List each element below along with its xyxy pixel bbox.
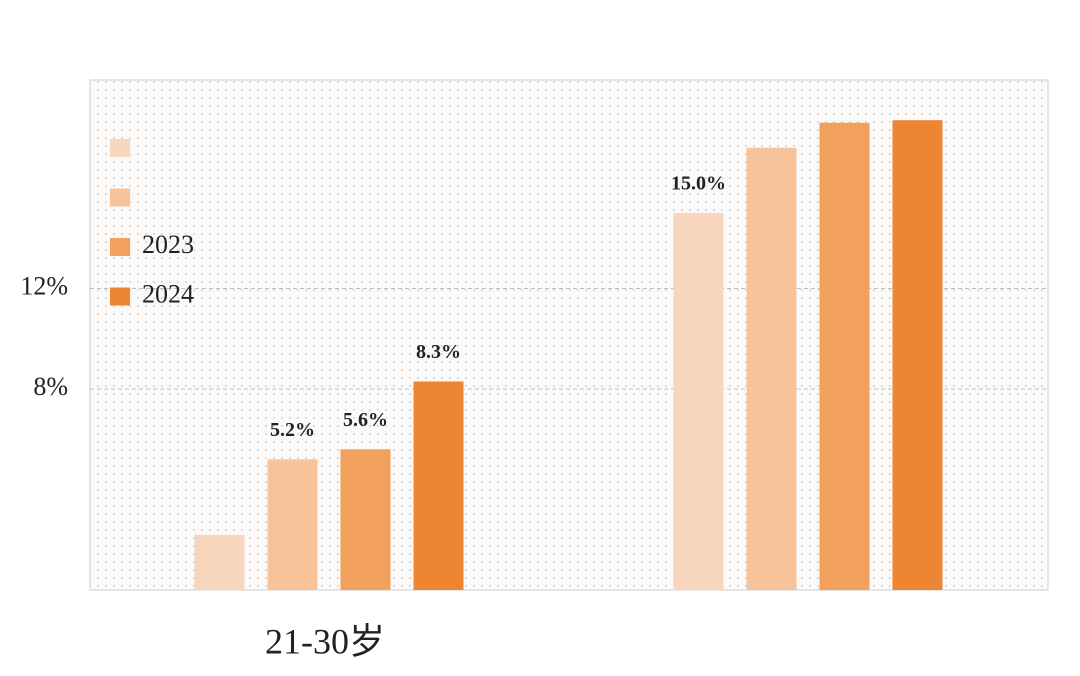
x-tick-label: 21-30岁 xyxy=(265,621,385,661)
bar xyxy=(746,147,797,590)
legend-label: 2024 xyxy=(142,279,194,308)
y-tick-label: 8% xyxy=(33,372,68,401)
bar xyxy=(194,534,245,590)
bar xyxy=(340,449,391,590)
legend-swatch xyxy=(110,188,130,207)
bar xyxy=(819,122,870,591)
bar xyxy=(673,213,724,590)
bar xyxy=(892,120,943,590)
plot-area xyxy=(89,79,1049,591)
legend-label: 2023 xyxy=(142,230,194,259)
y-tick-label: 12% xyxy=(20,271,68,300)
legend-swatch xyxy=(110,139,130,157)
value-label: 5.2% xyxy=(270,419,315,441)
bar xyxy=(267,459,318,590)
value-label: 5.6% xyxy=(343,409,388,431)
bar xyxy=(413,381,464,590)
legend-swatch xyxy=(110,287,130,306)
legend-swatch xyxy=(110,238,130,256)
value-label: 8.3% xyxy=(416,341,461,363)
value-label: 15.0% xyxy=(671,173,726,195)
